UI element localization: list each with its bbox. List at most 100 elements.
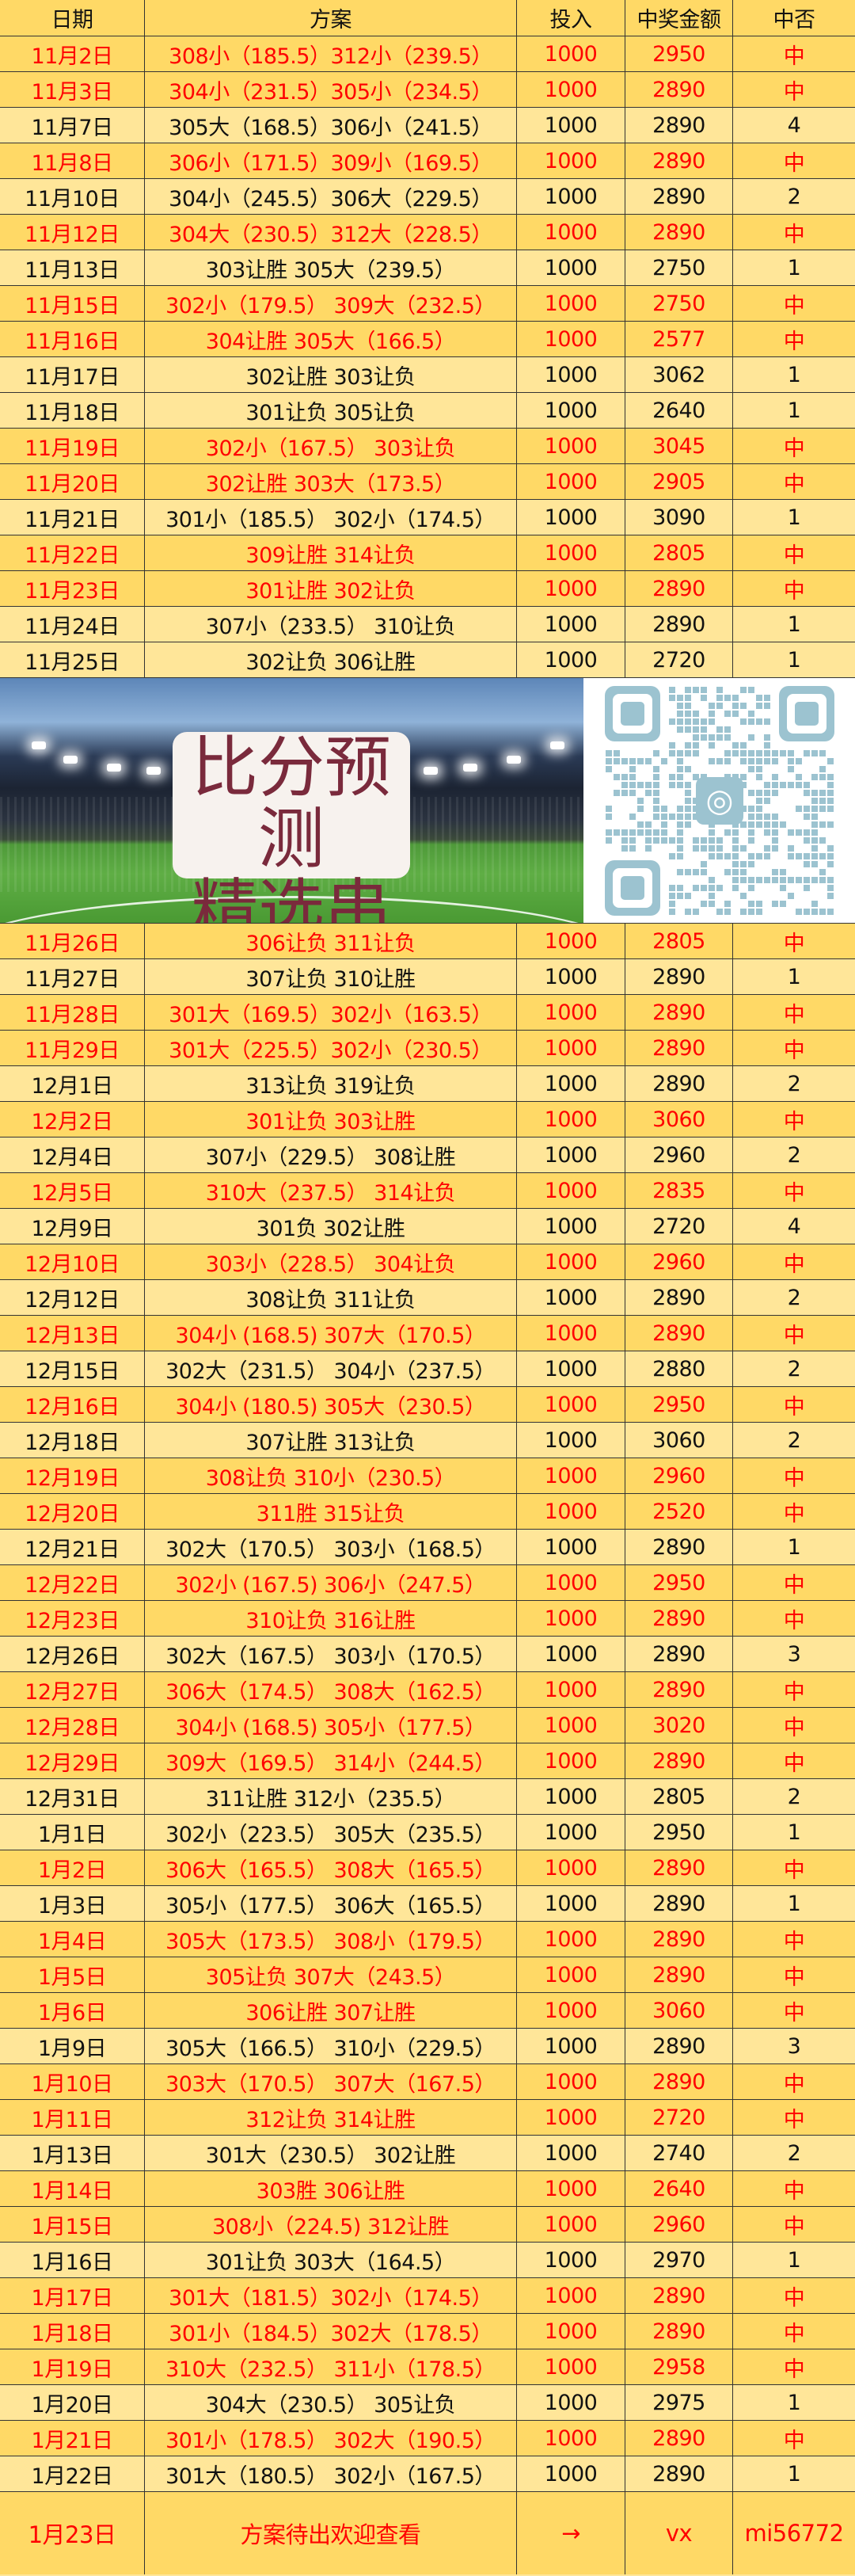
promo-banner: 比分预测 精选串子 ◎ [0, 678, 855, 924]
table-row: 11月23日 301让胜 302让负 1000 2890 中 [0, 571, 855, 607]
rows-top: 11月2日 308小（185.5）312小（239.5） 1000 2950 中 11月3… [0, 36, 855, 678]
cell-plan: 307小（229.5） 308让胜 [145, 1137, 517, 1172]
cell-plan: 305大（173.5） 308小（179.5） [145, 1922, 517, 1957]
cell-date: 11月18日 [0, 393, 145, 428]
cell-prize: 3060 [625, 1993, 733, 2028]
cell-date: 11月20日 [0, 464, 145, 499]
cell-stake: 1000 [517, 357, 625, 392]
cell-result: 2 [787, 184, 801, 209]
cell-prize: 2890 [625, 1957, 733, 1992]
cell-prize: 2640 [625, 2171, 733, 2206]
cell-result: 中 [783, 2107, 805, 2132]
cell-result: 中 [783, 1394, 805, 1419]
cell-stake: 1000 [517, 1102, 625, 1137]
cell-result: 中 [783, 329, 805, 354]
cell-prize: 2577 [625, 322, 733, 356]
table-row: 11月8日 306小（171.5）309小（169.5） 1000 2890 中 [0, 143, 855, 179]
cell-prize: 3060 [625, 1102, 733, 1137]
table-row: 12月26日 302大（167.5） 303小（170.5） 1000 2890 3 [0, 1637, 855, 1672]
cell-result: 4 [787, 1214, 801, 1239]
table-row: 1月3日 305小（177.5） 306大（165.5） 1000 2890 1 [0, 1886, 855, 1922]
cell-prize: 2890 [625, 72, 733, 107]
cell-date: 12月27日 [0, 1672, 145, 1707]
cell-prize: 2890 [625, 607, 733, 642]
cell-plan: 302大（170.5） 303小（168.5） [145, 1530, 517, 1564]
cell-result: 1 [787, 1891, 801, 1916]
table-row: 11月10日 304小（245.5）306大（229.5） 1000 2890 2 [0, 179, 855, 215]
cell-plan: 308让负 310小（230.5） [145, 1458, 517, 1493]
table-row: 11月18日 301让负 305让负 1000 2640 1 [0, 393, 855, 429]
cell-prize: 2720 [625, 642, 733, 677]
table-row: 12月20日 311胜 315让负 1000 2520 中 [0, 1494, 855, 1530]
cell-stake: 1000 [517, 464, 625, 499]
header-stake: 投入 [517, 0, 625, 36]
cell-plan: 302大（167.5） 303小（170.5） [145, 1637, 517, 1671]
cell-stake: 1000 [517, 1209, 625, 1244]
cell-date: 11月10日 [0, 179, 145, 214]
cell-result: 1 [787, 2461, 801, 2486]
cell-prize: 2835 [625, 1173, 733, 1208]
table-row: 1月11日 312让负 314让胜 1000 2720 中 [0, 2100, 855, 2136]
cell-date: 12月21日 [0, 1530, 145, 1564]
lamp [146, 767, 161, 775]
cell-result: 中 [783, 2321, 805, 2346]
cell-result: 2 [787, 1285, 801, 1310]
cell-plan: 307让胜 313让负 [145, 1423, 517, 1458]
cell-plan: 313让负 319让负 [145, 1066, 517, 1101]
cell-date: 11月7日 [0, 108, 145, 143]
cell-stake: 1000 [517, 1494, 625, 1529]
cell-plan: 304小（231.5）305小（234.5） [145, 72, 517, 107]
cell-date: 12月31日 [0, 1779, 145, 1814]
cell-result: 1 [787, 2247, 801, 2273]
table-row: 11月15日 302小（179.5） 309大（232.5） 1000 2750 中 [0, 286, 855, 322]
cell-stake: 1000 [517, 535, 625, 570]
cell-result: 中 [783, 1180, 805, 1206]
cell-stake: 1000 [517, 2100, 625, 2135]
cell-date: 11月26日 [0, 924, 145, 958]
cell-stake: 1000 [517, 2278, 625, 2313]
cell-stake: 1000 [517, 1957, 625, 1992]
cell-plan: 302让胜 303让负 [145, 357, 517, 392]
table-row: 12月19日 308让负 310小（230.5） 1000 2960 中 [0, 1458, 855, 1494]
cell-prize: 2640 [625, 393, 733, 428]
table-row: 12月21日 302大（170.5） 303小（168.5） 1000 2890 1 [0, 1530, 855, 1565]
cell-plan: 302小（223.5） 305大（235.5） [145, 1815, 517, 1850]
cell-prize: 2890 [625, 1530, 733, 1564]
cell-prize: 2890 [625, 2456, 733, 2491]
cell-result: 中 [783, 151, 805, 176]
cell-result: 1 [787, 398, 801, 423]
cell-stake: 1000 [517, 1458, 625, 1493]
cell-result: 中 [783, 1858, 805, 1883]
cell-result: 2 [787, 2140, 801, 2166]
cell-plan: 310大（237.5） 314让负 [145, 1173, 517, 1208]
cell-stake: 1000 [517, 429, 625, 463]
cell-stake: 1000 [517, 2207, 625, 2242]
cell-date: 1月21日 [0, 2421, 145, 2456]
cell-plan: 310大（232.5） 311小（178.5） [145, 2349, 517, 2384]
cell-date: 11月19日 [0, 429, 145, 463]
cell-result: 1 [787, 505, 801, 530]
contact-id: mi56772 [744, 2520, 844, 2547]
table-row: 1月16日 301让负 303大（164.5） 1000 2970 1 [0, 2243, 855, 2278]
cell-date: 1月14日 [0, 2171, 145, 2206]
cell-result: 中 [783, 1964, 805, 1990]
cell-date: 12月22日 [0, 1565, 145, 1600]
table-row: 11月7日 305大（168.5）306小（241.5） 1000 2890 4 [0, 108, 855, 143]
cell-stake: 1000 [517, 215, 625, 250]
cell-result: 中 [783, 1252, 805, 1277]
cell-result: 3 [787, 1641, 801, 1667]
cell-result: 2 [787, 1142, 801, 1168]
cell-prize: 2890 [625, 1601, 733, 1636]
cell-stake: 1000 [517, 2029, 625, 2063]
cell-prize: 2805 [625, 924, 733, 958]
cell-date: 1月16日 [0, 2243, 145, 2277]
cell-stake: 1000 [517, 2314, 625, 2349]
table-row: 11月17日 302让胜 303让负 1000 3062 1 [0, 357, 855, 393]
cell-stake: 1000 [517, 1637, 625, 1671]
cell-prize: 2905 [625, 464, 733, 499]
table-row: 11月25日 302让负 306让胜 1000 2720 1 [0, 642, 855, 678]
table-row: 12月5日 310大（237.5） 314让负 1000 2835 中 [0, 1173, 855, 1209]
table-row: 12月29日 309大（169.5） 314小（244.5） 1000 2890 中 [0, 1743, 855, 1779]
cell-stake: 1000 [517, 1565, 625, 1600]
cell-plan: 305大（166.5） 310小（229.5） [145, 2029, 517, 2063]
